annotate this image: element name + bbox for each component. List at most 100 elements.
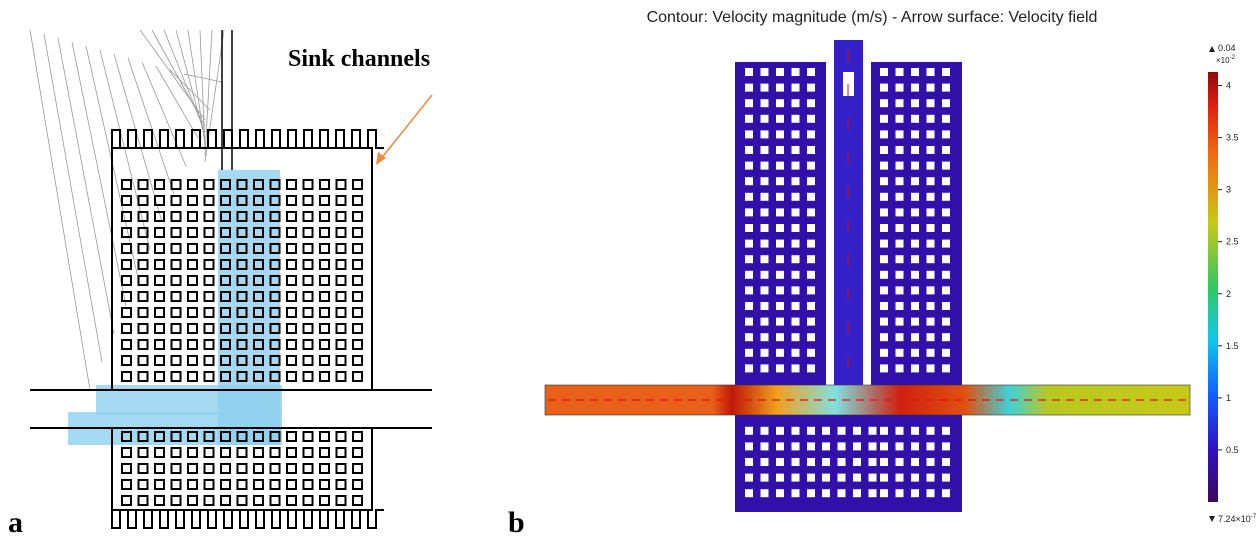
cell [776,84,784,92]
cell [337,496,346,505]
cell [927,318,935,326]
cell [271,496,280,505]
cell [792,193,800,201]
cell [776,208,784,216]
cell [942,489,950,497]
cell [792,442,800,450]
cell [304,480,313,489]
cell [761,458,769,466]
cell [880,146,888,154]
cell [896,162,904,170]
cell [776,474,784,482]
cell [792,458,800,466]
cell [822,458,830,466]
cell [353,356,362,365]
cell [205,340,214,349]
cell [807,208,815,216]
cell [807,162,815,170]
cell [122,356,131,365]
cell [807,474,815,482]
cell [320,372,329,381]
cell [776,489,784,497]
cell [188,340,197,349]
cell [761,115,769,123]
cell [172,324,181,333]
cell [172,276,181,285]
cell [745,349,753,357]
cell [304,196,313,205]
cell [942,193,950,201]
cell [776,162,784,170]
cell [337,276,346,285]
cell [927,162,935,170]
cell [139,196,148,205]
cell [337,228,346,237]
cell [880,84,888,92]
cell [205,308,214,317]
cell [122,228,131,237]
cell [761,193,769,201]
cell [337,356,346,365]
cell [822,442,830,450]
cell [911,162,919,170]
cell [807,271,815,279]
cell [188,324,197,333]
cell [122,180,131,189]
cell [320,480,329,489]
cell [205,448,214,457]
cell [337,292,346,301]
cell [172,464,181,473]
cell [122,340,131,349]
cell [761,489,769,497]
cell [896,84,904,92]
cell [337,448,346,457]
cell [122,244,131,253]
cell [792,318,800,326]
cell [911,130,919,138]
cell [927,271,935,279]
fan-line [44,34,102,362]
cell [896,240,904,248]
cell [942,224,950,232]
cell [139,260,148,269]
cell [172,372,181,381]
cell [927,193,935,201]
cell [254,448,263,457]
cell [776,286,784,294]
cell [172,340,181,349]
fan-line [164,30,205,132]
cell [188,276,197,285]
fan-line [72,42,126,306]
cell [188,372,197,381]
cell [869,458,877,466]
cell [304,372,313,381]
cell [287,372,296,381]
cell [896,208,904,216]
cell [911,177,919,185]
cell [761,208,769,216]
cell [254,464,263,473]
cell [304,180,313,189]
fan-line [170,70,210,110]
cell [205,260,214,269]
cell [320,276,329,285]
cell [745,318,753,326]
cell [287,244,296,253]
cell [287,340,296,349]
cell [188,260,197,269]
panel-a [30,30,432,528]
cell [745,333,753,341]
cell [880,240,888,248]
cell [942,271,950,279]
cell [155,180,164,189]
cell [911,474,919,482]
cell [188,196,197,205]
cell [927,286,935,294]
cell [304,260,313,269]
cell [880,302,888,310]
cell [807,130,815,138]
cell [896,130,904,138]
cell [761,255,769,263]
cell [320,228,329,237]
cell [761,271,769,279]
